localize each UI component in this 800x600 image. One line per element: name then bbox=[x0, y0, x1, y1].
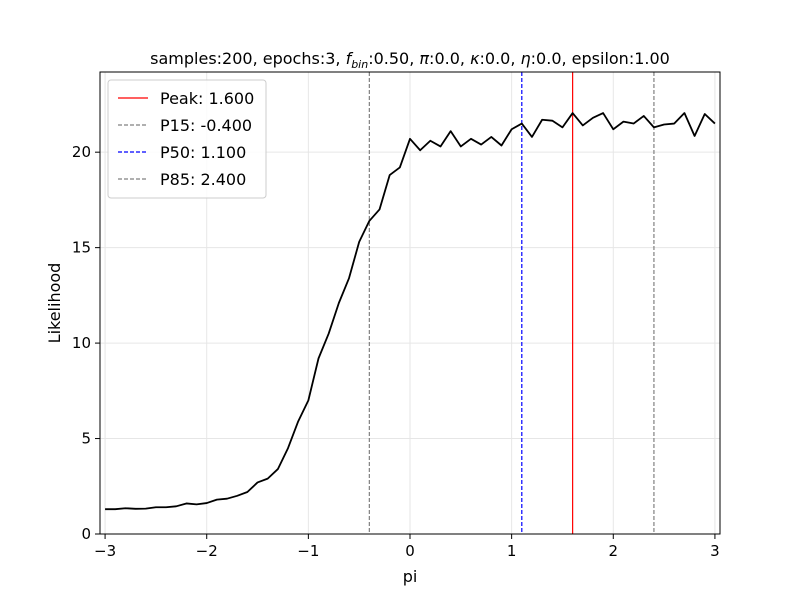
chart-title: samples:200, epochs:3, fbin:0.50, π:0.0,… bbox=[150, 49, 670, 71]
legend-entry: Peak: 1.600 bbox=[160, 89, 254, 108]
title-part: κ bbox=[470, 49, 480, 68]
title-part: :0.0, epsilon:1.00 bbox=[531, 49, 670, 68]
x-tick-label: −3 bbox=[94, 542, 116, 560]
y-axis-label: Likelihood bbox=[45, 263, 64, 344]
x-tick-label: 1 bbox=[507, 542, 517, 560]
legend: Peak: 1.600 P15: -0.400 P50: 1.100 P85: 2.4… bbox=[107, 79, 267, 199]
legend-box bbox=[107, 79, 267, 199]
series-line bbox=[105, 112, 716, 511]
title-part: bin bbox=[351, 58, 368, 71]
x-tick-label: 0 bbox=[405, 542, 415, 560]
title-part: samples:200, epochs:3, bbox=[150, 49, 345, 68]
title-part: :0.50, bbox=[368, 49, 419, 68]
series-layer bbox=[105, 112, 716, 511]
axis-ticks: −3 −2 −1 0 1 2 3 0 5 10 15 20 bbox=[72, 143, 720, 560]
title-part: η bbox=[521, 49, 531, 68]
x-tick-label: 3 bbox=[710, 542, 720, 560]
y-tick-label: 5 bbox=[81, 430, 91, 448]
y-tick-label: 0 bbox=[81, 525, 91, 543]
x-axis-label: pi bbox=[403, 567, 418, 586]
reference-lines bbox=[368, 72, 655, 534]
legend-entry: P15: -0.400 bbox=[160, 116, 252, 135]
legend-entry: P50: 1.100 bbox=[160, 143, 246, 162]
x-tick-label: 2 bbox=[609, 542, 619, 560]
title-part: :0.0, bbox=[429, 49, 470, 68]
legend-entry: P85: 2.400 bbox=[160, 170, 246, 189]
y-tick-label: 20 bbox=[72, 143, 91, 161]
x-tick-label: −1 bbox=[297, 542, 319, 560]
x-tick-label: −2 bbox=[196, 542, 218, 560]
title-part: :0.0, bbox=[480, 49, 521, 68]
y-tick-label: 10 bbox=[72, 334, 91, 352]
y-tick-label: 15 bbox=[72, 239, 91, 257]
title-part: f bbox=[346, 49, 354, 68]
title-part: π bbox=[419, 49, 429, 68]
